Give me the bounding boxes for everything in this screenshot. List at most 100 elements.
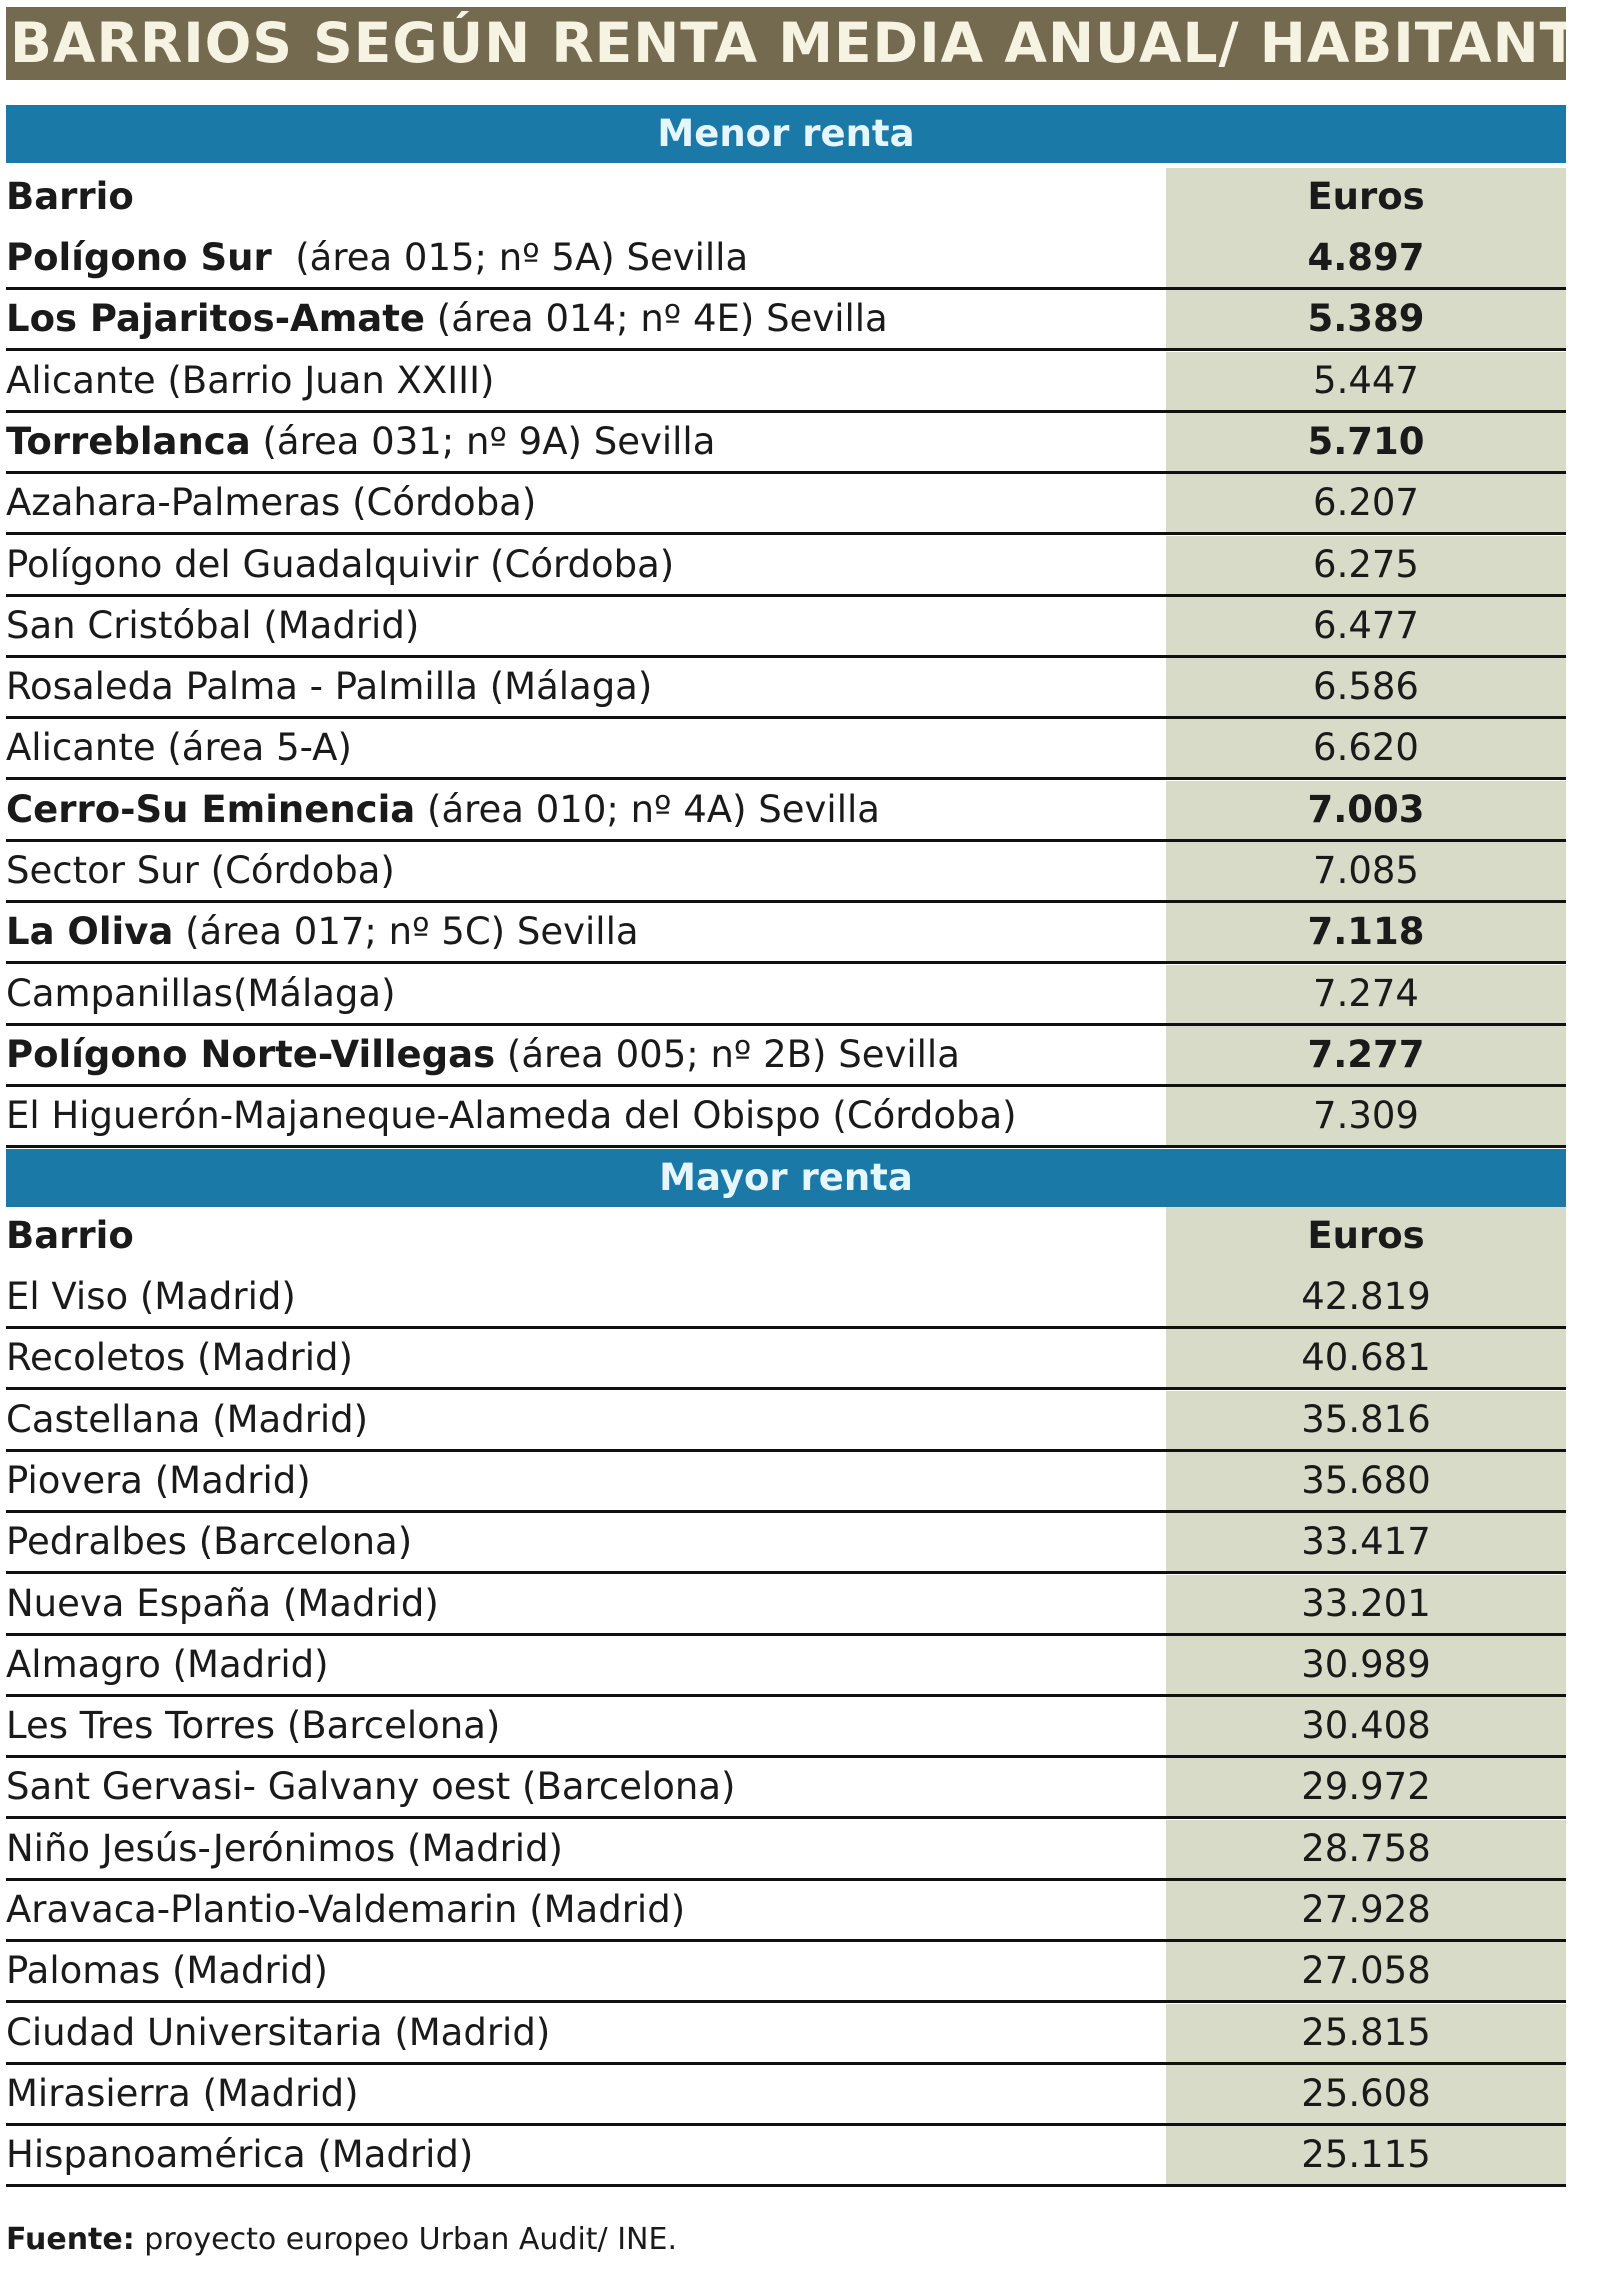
- barrio-name: San Cristóbal (Madrid): [6, 597, 419, 655]
- euros-value: 4.897: [1166, 229, 1566, 287]
- barrio-name: Sector Sur (Córdoba): [6, 842, 395, 900]
- euros-value: 7.309: [1166, 1087, 1566, 1146]
- barrio-name-detail: Castellana (Madrid): [6, 1397, 369, 1441]
- barrio-name-detail: Alicante (Barrio Juan XXIII): [6, 358, 495, 402]
- column-header-row: Barrio Euros: [6, 168, 1566, 229]
- barrio-name-detail: Campanillas(Málaga): [6, 971, 396, 1015]
- euros-value: 7.274: [1166, 964, 1566, 1023]
- barrio-name-detail: Alicante (área 5-A): [6, 726, 352, 770]
- barrio-name-bold: La Oliva: [6, 910, 174, 954]
- euros-value: 6.477: [1166, 596, 1566, 655]
- euros-value: 6.275: [1166, 535, 1566, 594]
- column-header-euros: Euros: [1166, 1207, 1566, 1268]
- barrio-name: Aravaca-Plantio-Valdemarin (Madrid): [6, 1881, 685, 1939]
- euros-value: 30.408: [1166, 1697, 1566, 1756]
- barrio-name: Mirasierra (Madrid): [6, 2065, 359, 2123]
- page-title: BARRIOS SEGÚN RENTA MEDIA ANUAL/ HABITAN…: [6, 7, 1566, 80]
- table-row: El Higuerón-Majaneque-Alameda del Obispo…: [6, 1087, 1566, 1149]
- euros-value: 5.389: [1166, 290, 1566, 349]
- euros-value: 30.989: [1166, 1635, 1566, 1694]
- barrio-name-detail: (área 010; nº 4A) Sevilla: [415, 787, 880, 831]
- barrio-name-detail: (área 031; nº 9A) Sevilla: [250, 419, 716, 463]
- table-row: Polígono del Guadalquivir (Córdoba) 6.275: [6, 535, 1566, 597]
- barrio-name-bold: Polígono Sur: [6, 236, 272, 279]
- column-header-barrio: Barrio: [6, 1214, 134, 1257]
- barrio-name: Almagro (Madrid): [6, 1636, 329, 1694]
- table-row: Nueva España (Madrid) 33.201: [6, 1574, 1566, 1636]
- barrio-name-detail: El Viso (Madrid): [6, 1275, 296, 1318]
- euros-value: 42.819: [1166, 1268, 1566, 1326]
- euros-value: 6.207: [1166, 474, 1566, 533]
- barrio-name-detail: Niño Jesús-Jerónimos (Madrid): [6, 1826, 563, 1870]
- table-row: Mirasierra (Madrid) 25.608: [6, 2064, 1566, 2126]
- euros-value: 5.710: [1166, 412, 1566, 471]
- table-row: Sant Gervasi- Galvany oest (Barcelona) 29…: [6, 1758, 1566, 1820]
- barrio-name-detail: Sector Sur (Córdoba): [6, 849, 395, 892]
- barrio-name: Alicante (área 5-A): [6, 719, 352, 777]
- euros-value: 29.972: [1166, 1758, 1566, 1817]
- barrio-name: Campanillas(Málaga): [6, 965, 396, 1023]
- euros-value: 40.681: [1166, 1329, 1566, 1388]
- column-header-barrio: Barrio: [6, 175, 134, 218]
- source-label: Fuente:: [6, 2222, 135, 2257]
- barrio-name: Rosaleda Palma - Palmilla (Málaga): [6, 658, 652, 716]
- barrio-name-detail: Nueva España (Madrid): [6, 1581, 439, 1625]
- table-row: Polígono Sur (área 015; nº 5A) Sevilla 4.…: [6, 229, 1566, 290]
- table-row: Sector Sur (Córdoba) 7.085: [6, 842, 1566, 903]
- table-row: Torreblanca (área 031; nº 9A) Sevilla 5.7…: [6, 412, 1566, 474]
- column-header-euros: Euros: [1166, 168, 1566, 229]
- barrio-name: Cerro-Su Eminencia (área 010; nº 4A) Sev…: [6, 781, 880, 839]
- euros-value: 5.447: [1166, 351, 1566, 410]
- table-row: Les Tres Torres (Barcelona) 30.408: [6, 1697, 1566, 1759]
- table-row: Aravaca-Plantio-Valdemarin (Madrid) 27.92…: [6, 1881, 1566, 1942]
- euros-value: 28.758: [1166, 1819, 1566, 1878]
- euros-value: 7.277: [1166, 1025, 1566, 1084]
- table-row: Campanillas(Málaga) 7.274: [6, 964, 1566, 1026]
- table-row: Palomas (Madrid) 27.058: [6, 1942, 1566, 2004]
- euros-value: 25.608: [1166, 2064, 1566, 2123]
- barrio-name-detail: Sant Gervasi- Galvany oest (Barcelona): [6, 1765, 736, 1809]
- table-row: Piovera (Madrid) 35.680: [6, 1451, 1566, 1513]
- barrio-name-detail: Les Tres Torres (Barcelona): [6, 1704, 501, 1748]
- barrio-name-detail: Azahara-Palmeras (Córdoba): [6, 481, 537, 525]
- barrio-name-bold: Polígono Norte-Villegas: [6, 1032, 496, 1076]
- barrio-name-detail: Almagro (Madrid): [6, 1642, 329, 1686]
- barrio-name: Azahara-Palmeras (Córdoba): [6, 474, 536, 532]
- barrio-name: Nueva España (Madrid): [6, 1575, 439, 1633]
- euros-value: 33.417: [1166, 1513, 1566, 1572]
- barrio-name-detail: Ciudad Universitaria (Madrid): [6, 2010, 551, 2054]
- barrio-name-detail: Piovera (Madrid): [6, 1458, 311, 1502]
- table-row: Los Pajaritos-Amate (área 014; nº 4E) Se…: [6, 290, 1566, 352]
- barrio-name: Piovera (Madrid): [6, 1452, 311, 1510]
- barrio-name-detail: San Cristóbal (Madrid): [6, 603, 420, 647]
- table-row: Alicante (Barrio Juan XXIII) 5.447: [6, 351, 1566, 413]
- barrio-name-bold: Los Pajaritos-Amate: [6, 297, 425, 341]
- barrio-name-bold: Cerro-Su Eminencia: [6, 787, 416, 831]
- euros-value: 35.680: [1166, 1451, 1566, 1510]
- euros-value: 27.058: [1166, 1942, 1566, 2001]
- barrio-name: El Higuerón-Majaneque-Alameda del Obispo…: [6, 1087, 1017, 1145]
- barrio-name: Alicante (Barrio Juan XXIII): [6, 352, 494, 410]
- euros-value: 25.115: [1166, 2126, 1566, 2185]
- table-row: Niño Jesús-Jerónimos (Madrid) 28.758: [6, 1819, 1566, 1881]
- source-note: Fuente: proyecto europeo Urban Audit/ IN…: [6, 2222, 677, 2257]
- euros-value: 25.815: [1166, 2003, 1566, 2062]
- euros-value: 7.118: [1166, 903, 1566, 962]
- table-row: Ciudad Universitaria (Madrid) 25.815: [6, 2003, 1566, 2065]
- barrio-name: Les Tres Torres (Barcelona): [6, 1697, 500, 1755]
- barrio-name-detail: (área 014; nº 4E) Sevilla: [425, 297, 888, 341]
- table-row: La Oliva (área 017; nº 5C) Sevilla 7.118: [6, 903, 1566, 965]
- barrio-name: Polígono Sur (área 015; nº 5A) Sevilla: [6, 229, 748, 287]
- barrio-name: Ciudad Universitaria (Madrid): [6, 2004, 550, 2062]
- barrio-name-detail: Rosaleda Palma - Palmilla (Málaga): [6, 665, 653, 709]
- barrio-name-detail: Hispanoamérica (Madrid): [6, 2133, 474, 2177]
- barrio-name: Niño Jesús-Jerónimos (Madrid): [6, 1820, 563, 1878]
- table-row: Azahara-Palmeras (Córdoba) 6.207: [6, 474, 1566, 536]
- euros-value: 27.928: [1166, 1881, 1566, 1939]
- table-row: Pedralbes (Barcelona) 33.417: [6, 1513, 1566, 1575]
- table-row: Alicante (área 5-A) 6.620: [6, 719, 1566, 781]
- section-band-menor: Menor renta: [6, 105, 1566, 163]
- barrio-name-bold: Torreblanca: [6, 419, 251, 463]
- table-row: Recoletos (Madrid) 40.681: [6, 1329, 1566, 1391]
- table-row: El Viso (Madrid) 42.819: [6, 1268, 1566, 1329]
